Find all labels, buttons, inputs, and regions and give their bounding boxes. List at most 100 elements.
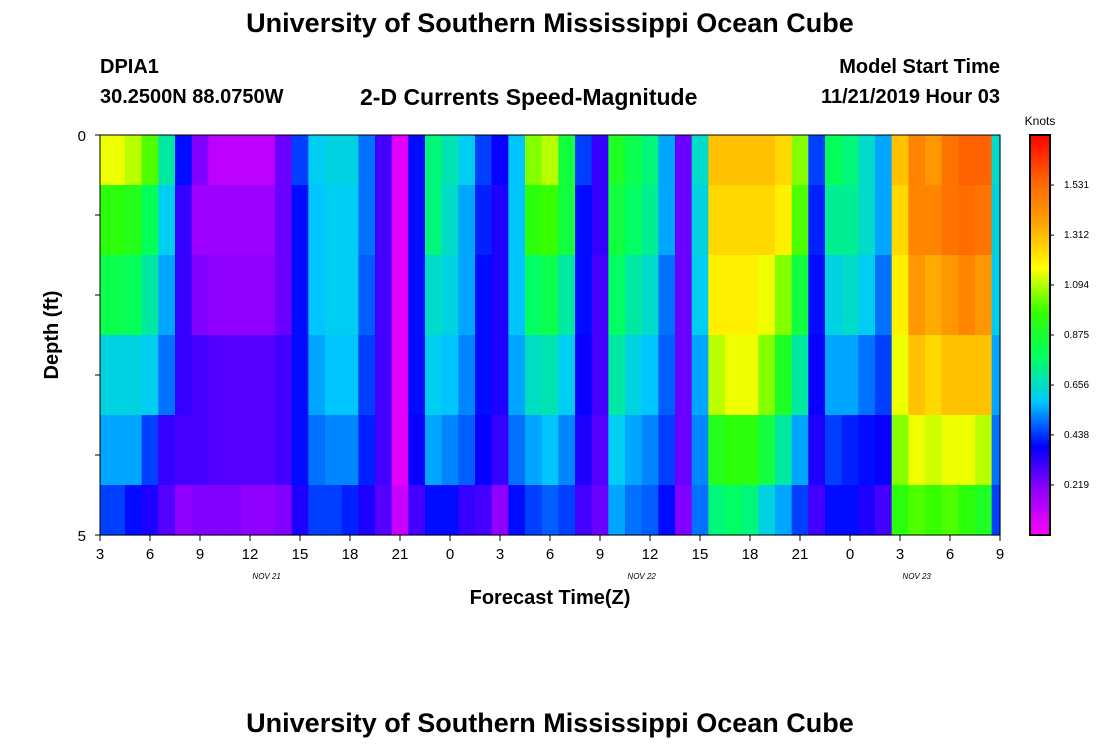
heatmap-cell — [525, 255, 543, 336]
heatmap-cell — [225, 255, 243, 336]
heatmap-cell — [191, 335, 209, 416]
heatmap-cell — [175, 255, 193, 336]
heatmap-cell — [641, 185, 659, 256]
colorbar-tick-label: 0.656 — [1064, 380, 1089, 391]
heatmap-cell — [591, 415, 609, 486]
heatmap-cell — [225, 335, 243, 416]
heatmap-cell — [841, 185, 859, 256]
heatmap-cell — [908, 485, 926, 536]
x-tick-label: 3 — [496, 546, 504, 563]
heatmap-cell — [758, 415, 776, 486]
heatmap-cell — [791, 335, 809, 416]
heatmap-cell — [525, 415, 543, 486]
heatmap-cell — [575, 185, 593, 256]
heatmap-cell — [391, 415, 409, 486]
heatmap-cell — [191, 485, 209, 536]
heatmap-cell — [191, 135, 209, 186]
heatmap-cell — [991, 415, 1001, 486]
heatmap-cell — [158, 185, 176, 256]
heatmap-cell — [758, 135, 776, 186]
heatmap-cell — [125, 255, 143, 336]
heatmap-cell — [958, 485, 976, 536]
heatmap-cell — [458, 485, 476, 536]
heatmap-cell — [558, 255, 576, 336]
y-tick-label: 5 — [78, 528, 86, 545]
heatmap-cell — [158, 415, 176, 486]
heatmap-cell — [875, 485, 893, 536]
heatmap-cell — [825, 335, 843, 416]
heatmap-cell — [325, 335, 343, 416]
heatmap-cell — [458, 335, 476, 416]
heatmap-cell — [325, 135, 343, 186]
heatmap-cell — [508, 135, 526, 186]
x-tick-label: 6 — [546, 546, 554, 563]
x-tick-label: 9 — [596, 546, 604, 563]
heatmap-cell — [825, 255, 843, 336]
heatmap-cell — [158, 255, 176, 336]
heatmap-cell — [975, 185, 993, 256]
heatmap-cell — [325, 415, 343, 486]
heatmap-cell — [191, 255, 209, 336]
x-tick-label: 18 — [342, 546, 359, 563]
heatmap-cell — [691, 485, 709, 536]
heatmap-cell — [791, 485, 809, 536]
heatmap-cell — [441, 485, 459, 536]
heatmap-cell — [391, 485, 409, 536]
heatmap-cell — [208, 335, 226, 416]
heatmap-cell — [358, 185, 376, 256]
heatmap-cell — [991, 335, 1001, 416]
colorbar-tick-label: 0.438 — [1064, 430, 1089, 441]
y-axis-label: Depth (ft) — [41, 291, 63, 380]
colorbar-scale — [1029, 134, 1051, 536]
heatmap-cell — [208, 485, 226, 536]
heatmap-cell — [658, 415, 676, 486]
heatmap-cell — [358, 135, 376, 186]
heatmap-cell — [658, 485, 676, 536]
colorbar-tick-label: 1.312 — [1064, 230, 1089, 241]
heatmap-cell — [100, 485, 109, 536]
heatmap-cell — [725, 485, 743, 536]
heatmap-cell — [958, 185, 976, 256]
heatmap-cell — [775, 185, 793, 256]
heatmap-cell — [100, 335, 109, 416]
station-id: DPIA1 — [100, 56, 159, 78]
heatmap-cell — [541, 335, 559, 416]
heatmap-cell — [308, 185, 326, 256]
heatmap-cell — [508, 485, 526, 536]
date-label: NOV 23 — [902, 572, 931, 581]
heatmap-cell — [391, 255, 409, 336]
heatmap-cell — [541, 485, 559, 536]
heatmap-cell — [525, 135, 543, 186]
heatmap-cell — [475, 135, 493, 186]
heatmap-cell — [125, 185, 143, 256]
axes: 3 6 9 12 15 18 21 0 3 6 9 12 15 18 21 0 3 6 9 NOV 21 NOV 22 N… — [78, 128, 1005, 581]
chart-subtitle: 2-D Currents Speed-Magnitude — [360, 84, 698, 110]
heatmap-cell — [775, 335, 793, 416]
heatmap-cell — [108, 185, 126, 256]
heatmap-cell — [591, 335, 609, 416]
heatmap-cell — [991, 135, 1001, 186]
heatmap-cell — [441, 255, 459, 336]
heatmap-cell — [875, 255, 893, 336]
heatmap-cell — [691, 255, 709, 336]
heatmap-cell — [308, 335, 326, 416]
heatmap-cell — [241, 185, 259, 256]
heatmap-cell — [458, 415, 476, 486]
heatmap-cell — [691, 185, 709, 256]
heatmap-cell — [958, 255, 976, 336]
heatmap-cell — [341, 255, 359, 336]
heatmap-cell — [275, 415, 293, 486]
heatmap-cell — [975, 255, 993, 336]
heatmap-cell — [808, 135, 826, 186]
heatmap-cell — [641, 335, 659, 416]
heatmap-cell — [625, 485, 643, 536]
heatmap-cell — [675, 135, 693, 186]
heatmap-cell — [741, 185, 759, 256]
heatmap-cell — [975, 135, 993, 186]
heatmap-cell — [108, 335, 126, 416]
heatmap-cell — [991, 255, 1001, 336]
heatmap-cell — [808, 255, 826, 336]
heatmap-cell — [158, 135, 176, 186]
heatmap-cell — [558, 415, 576, 486]
heatmap-cell — [358, 485, 376, 536]
